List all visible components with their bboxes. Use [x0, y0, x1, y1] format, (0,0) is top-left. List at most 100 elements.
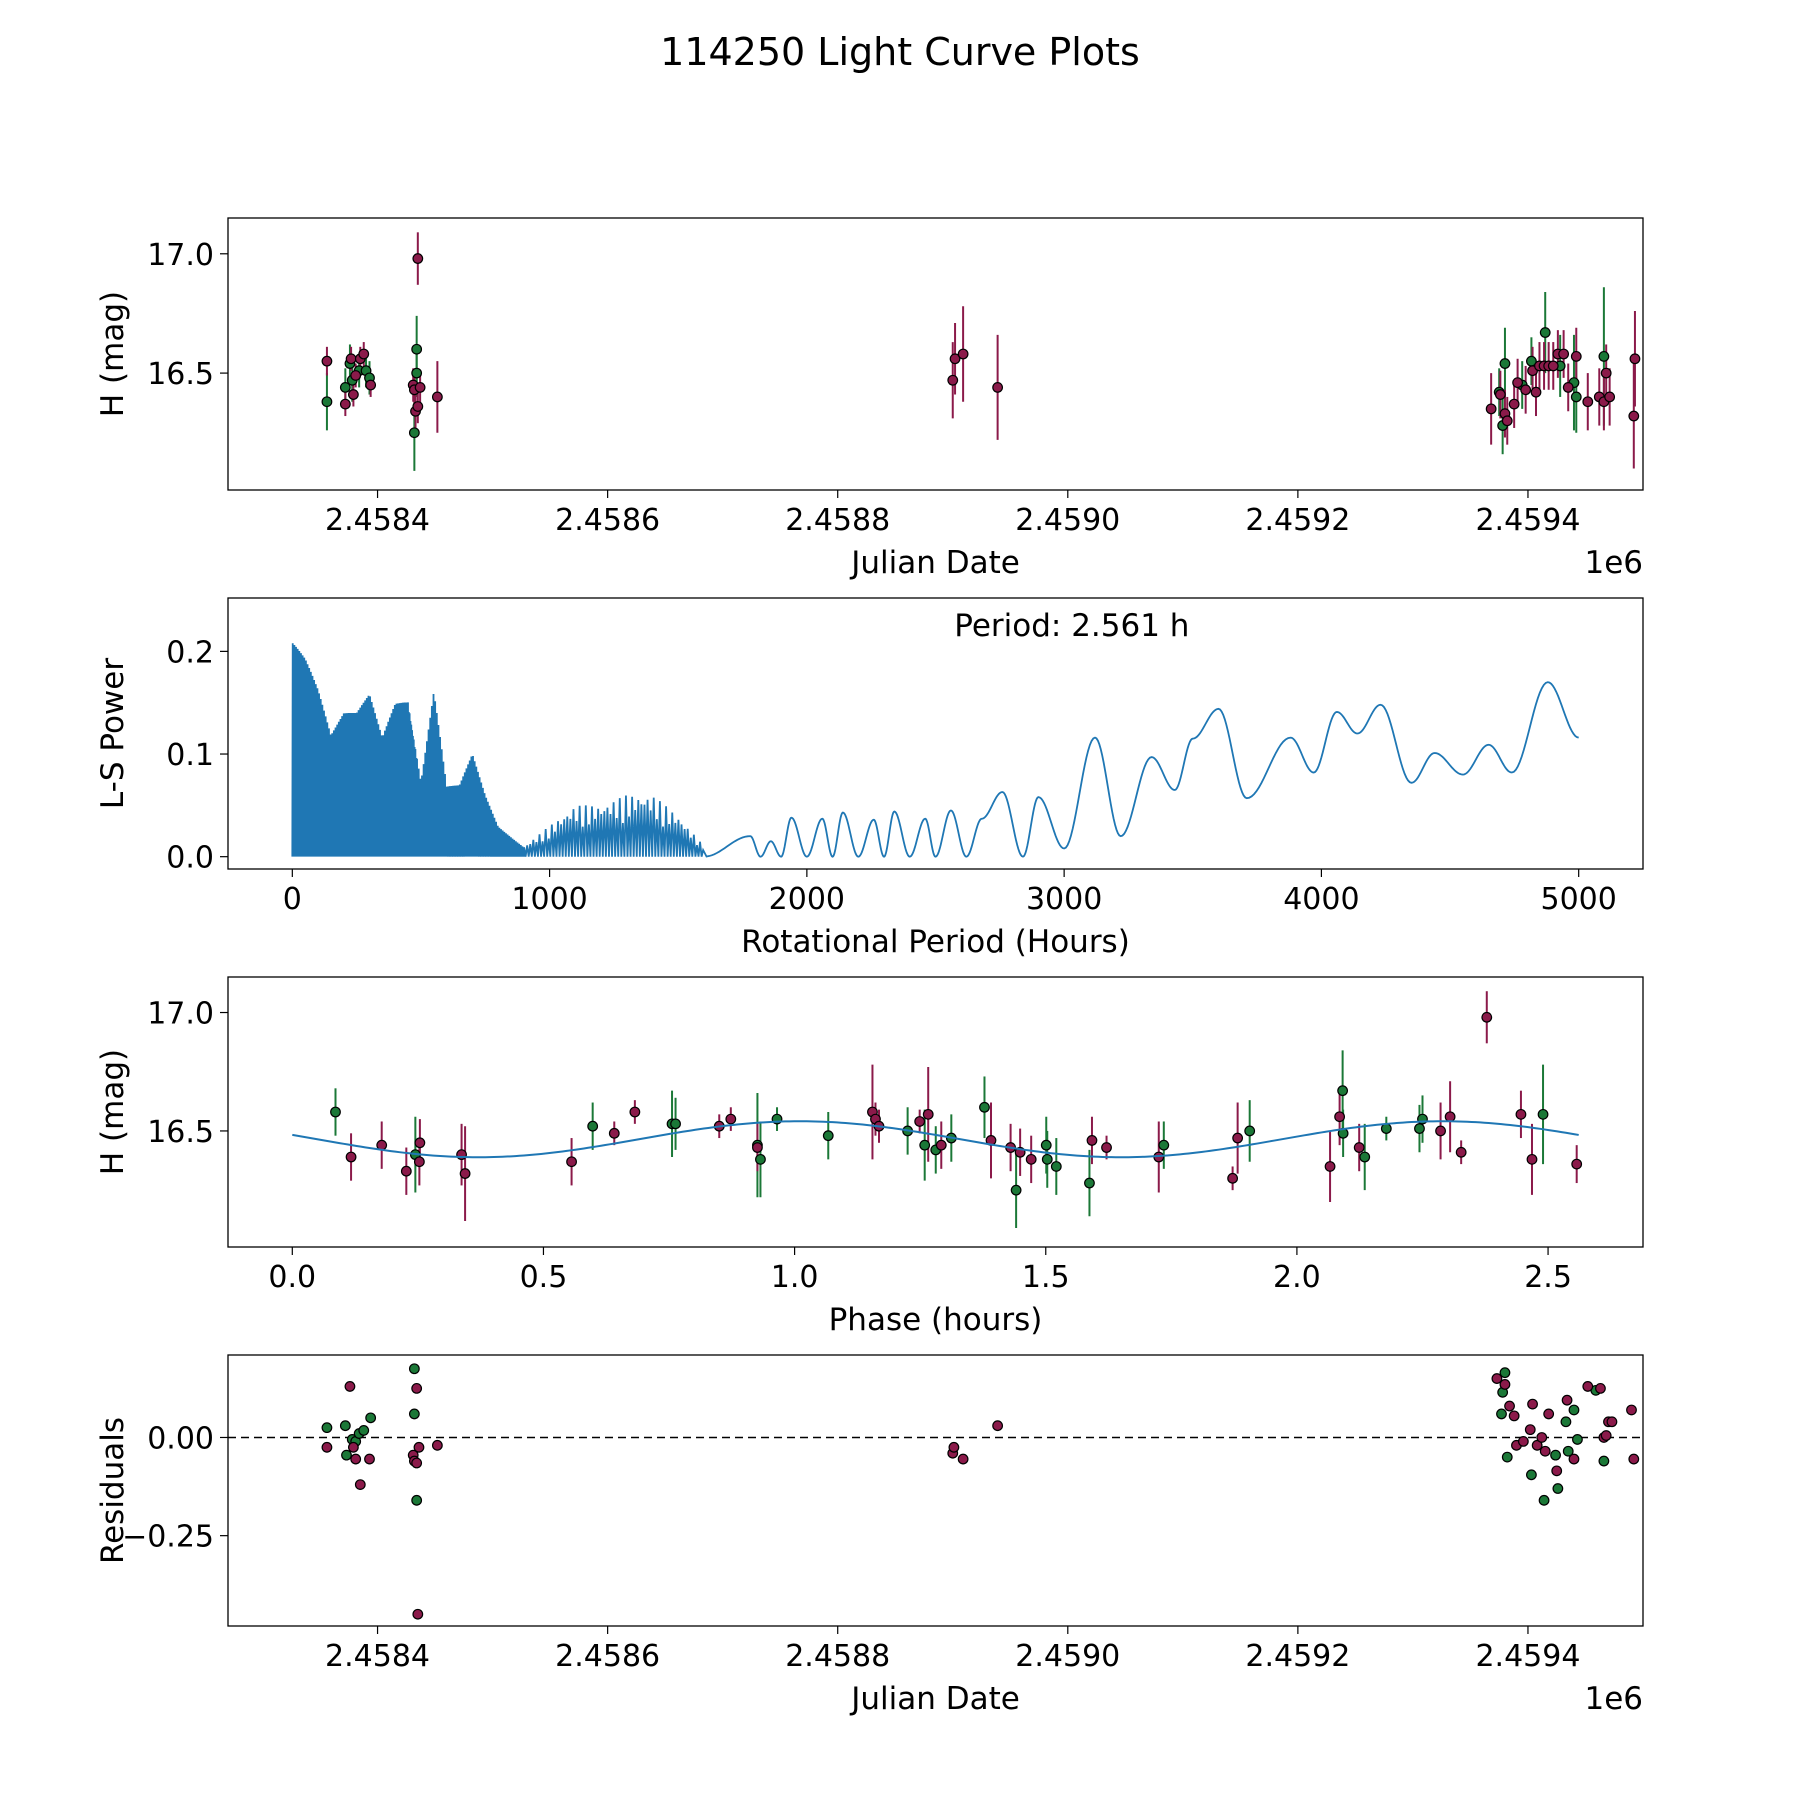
data-point [587, 1120, 599, 1132]
data-point [608, 1127, 620, 1139]
x-tick-label: 2.4586 [555, 1639, 660, 1674]
data-point [1628, 1453, 1640, 1465]
data-point [1050, 1161, 1062, 1172]
data-point [566, 1156, 577, 1168]
data-point [358, 1425, 370, 1436]
y-tick-label: 0.00 [147, 1421, 214, 1456]
data-point [411, 367, 423, 379]
data-point [412, 253, 424, 264]
x-tick-label: 2.4592 [1245, 1639, 1350, 1674]
data-point [1041, 1153, 1053, 1165]
series-filter-r [350, 991, 1578, 1221]
data-point [408, 427, 420, 439]
x-tick-label: 2.4588 [785, 1639, 890, 1674]
y-tick-label: 0.1 [166, 738, 214, 773]
data-point [1547, 360, 1559, 372]
figure-title: 114250 Light Curve Plots [660, 30, 1140, 74]
data-point [1086, 1135, 1098, 1146]
data-point [414, 382, 426, 393]
x-tick-label: 4000 [1283, 882, 1359, 917]
y-tick-label: 16.5 [147, 1115, 214, 1150]
data-point [1499, 1379, 1511, 1390]
data-point [347, 1441, 359, 1453]
data-point [1512, 377, 1524, 389]
data-point [755, 1153, 766, 1165]
data-point [1517, 1436, 1529, 1447]
x-tick-label: 2.4594 [1475, 503, 1580, 538]
data-point [1530, 386, 1542, 398]
panel-periodogram: 0 1000 2000 3000 4000 5000 0.0 0.1 0.2 Rotational… [95, 597, 1644, 960]
data-point [1481, 1011, 1493, 1023]
x-tick-label: 3000 [1026, 882, 1102, 917]
data-point [1414, 1123, 1425, 1134]
x-axis-label: Phase (hours) [829, 1302, 1043, 1338]
data-point [1600, 367, 1612, 379]
data-point [341, 1449, 352, 1461]
data-point [935, 1139, 947, 1151]
data-point [1101, 1142, 1112, 1153]
data-point [1604, 391, 1616, 403]
data-point [350, 370, 362, 381]
data-point [321, 355, 333, 367]
data-point [1526, 1153, 1538, 1165]
data-point [1629, 353, 1641, 365]
data-point [1227, 1172, 1239, 1184]
y-tick-label: 0.0 [166, 841, 214, 876]
model-curve [292, 1120, 1579, 1159]
data-point [1570, 350, 1582, 362]
x-axis-label: Julian Date [849, 1681, 1020, 1717]
data-point [1232, 1132, 1244, 1144]
data-point [992, 382, 1004, 393]
data-point [459, 1168, 471, 1179]
data-point [345, 1151, 357, 1163]
data-point [1025, 1153, 1037, 1165]
data-point [629, 1106, 641, 1118]
x-tick-label: 0.0 [268, 1260, 316, 1295]
data-point [1435, 1125, 1446, 1137]
series-filter-g [334, 1050, 1545, 1229]
data-point [1244, 1125, 1256, 1137]
series-filter-r-points [345, 1011, 1583, 1184]
y-tick-label: 17.0 [147, 238, 214, 273]
data-point [408, 1363, 420, 1375]
period-annotation: Period: 2.561 h [954, 608, 1189, 644]
data-point [1562, 1445, 1574, 1457]
plot-frame [227, 1354, 1644, 1627]
x-tick-label: 2.4584 [325, 503, 430, 538]
data-point [1537, 1108, 1549, 1120]
data-point [1561, 1394, 1573, 1406]
data-point [358, 348, 370, 360]
x-tick-label: 2.4590 [1015, 1639, 1120, 1674]
data-point [1444, 1111, 1456, 1123]
data-point [1526, 1469, 1537, 1481]
panel-residuals: 2.4584 2.4586 2.4588 2.4590 2.4592 2.4594 0.00… [95, 1354, 1644, 1717]
data-point [1494, 389, 1506, 400]
data-point [1380, 1123, 1392, 1134]
data-point [1324, 1161, 1336, 1172]
data-point [1520, 384, 1532, 396]
data-point [347, 389, 359, 400]
data-point [670, 1118, 681, 1130]
y-axis-label: Residuals [95, 1417, 131, 1564]
x-tick-label: 2.4592 [1245, 503, 1350, 538]
y-tick-label: −0.25 [122, 1520, 214, 1555]
data-point [411, 1494, 423, 1506]
series-filter-g-points [321, 1363, 1610, 1506]
data-point [1551, 1465, 1563, 1477]
series-filter-g-points [330, 1085, 1549, 1196]
data-point [1353, 1142, 1365, 1153]
data-point [1538, 1494, 1550, 1506]
panel-phased: 0.0 0.5 1.0 1.5 2.0 2.5 16.5 17.0 Phase (hours) H… [95, 976, 1644, 1338]
data-point [1626, 1404, 1637, 1416]
series-filter-g [325, 287, 1605, 471]
data-point [1572, 1434, 1583, 1445]
data-point [400, 1165, 412, 1177]
x-tick-label: 2.4584 [325, 1639, 430, 1674]
data-point [1496, 1408, 1507, 1420]
x-axis-label: Rotational Period (Hours) [741, 924, 1130, 960]
x-tick-label: 2.4588 [785, 503, 890, 538]
data-point [414, 1137, 426, 1149]
x-tick-label: 0.5 [520, 1260, 568, 1295]
data-point [321, 1422, 333, 1434]
